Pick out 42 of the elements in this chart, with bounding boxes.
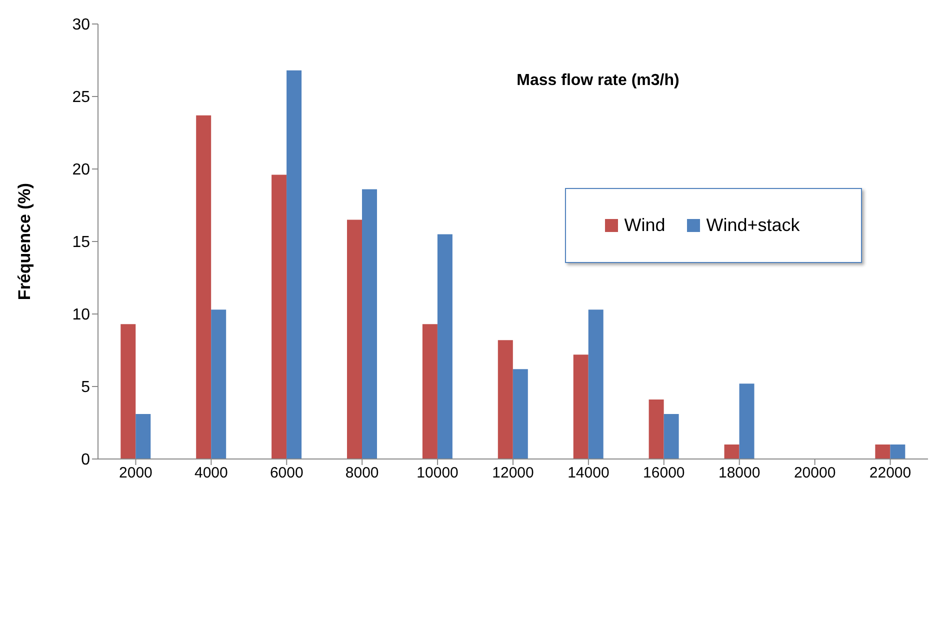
bar (286, 70, 302, 459)
x-tick-label: 4000 (194, 464, 228, 482)
y-axis-title: Fréquence (%) (15, 182, 34, 300)
x-tick-label: 8000 (345, 464, 379, 482)
bar (664, 414, 679, 459)
x-tick-label: 16000 (643, 464, 685, 482)
x-tick-label: 22000 (869, 464, 912, 482)
y-tick-label: 10 (72, 306, 90, 324)
bar (512, 369, 528, 459)
legend-label: Wind (624, 215, 666, 236)
bar (196, 115, 212, 459)
bar (573, 354, 588, 459)
x-tick-label: 14000 (568, 464, 610, 482)
x-tick-label: 6000 (270, 464, 304, 482)
bar (120, 324, 136, 459)
text: Mass flow rate (m3/h) (516, 72, 680, 90)
bar (136, 414, 151, 459)
bar (890, 444, 906, 459)
y-tick-label: 25 (72, 89, 90, 106)
y-tick-label: 0 (81, 452, 90, 469)
x-tick-label: 12000 (492, 464, 534, 482)
x-tick-label: 18000 (718, 464, 760, 482)
y-tick-label: 20 (72, 162, 90, 179)
bar (739, 384, 754, 459)
bar (272, 174, 287, 459)
y-tick-label: 30 (72, 16, 90, 34)
x-tick-label: 2000 (119, 464, 152, 482)
y-tick-label: 15 (72, 234, 90, 252)
y-tick-label: 5 (81, 379, 90, 396)
x-tick-label: 10000 (416, 464, 458, 482)
bar (422, 324, 438, 459)
bar (437, 234, 452, 459)
bar (648, 400, 664, 459)
bar (347, 220, 362, 459)
x-tick-label: 20000 (794, 464, 836, 482)
bar (588, 310, 604, 459)
bar (875, 444, 890, 459)
bar (498, 340, 513, 459)
bar (211, 310, 226, 459)
bar (724, 444, 740, 459)
bar (362, 189, 377, 459)
legend-label: Wind+stack (706, 215, 800, 236)
